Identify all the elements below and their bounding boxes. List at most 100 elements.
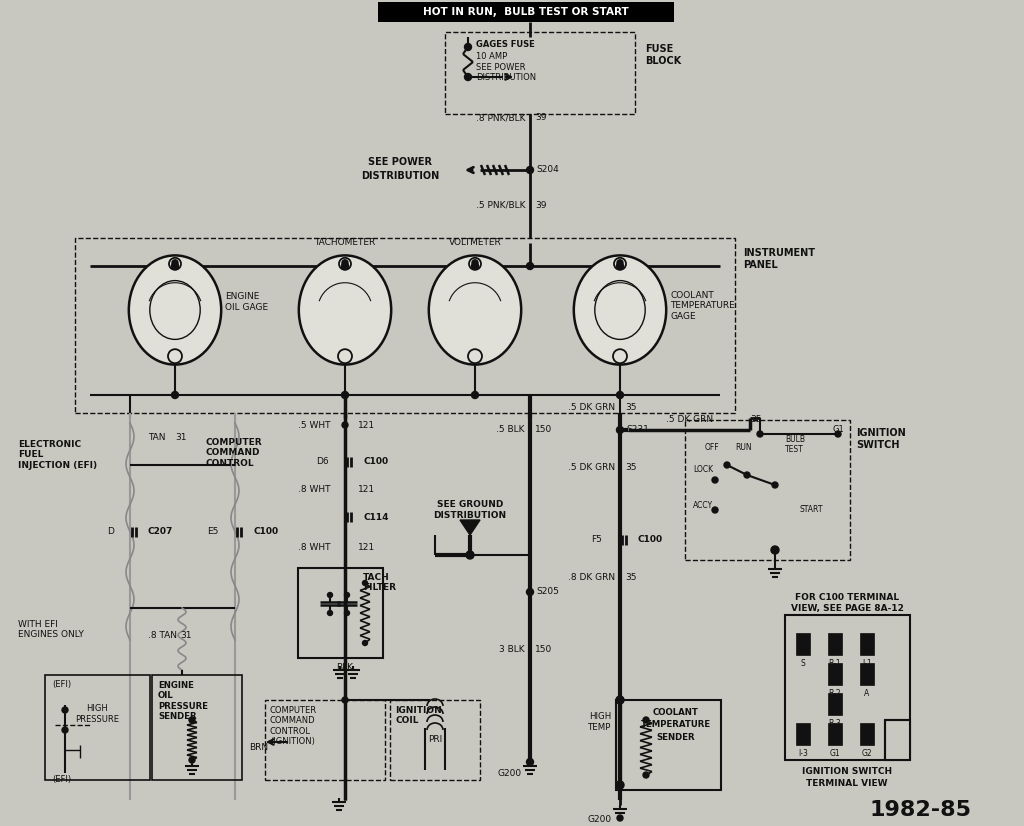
Text: TEMPERATURE: TEMPERATURE: [641, 720, 711, 729]
Circle shape: [712, 477, 718, 483]
Text: D: D: [108, 528, 114, 537]
Text: 10 AMP: 10 AMP: [476, 52, 507, 61]
Text: 31: 31: [175, 434, 186, 443]
Bar: [860, 663, 874, 685]
Text: SEE POWER: SEE POWER: [368, 157, 432, 167]
Text: ACCY: ACCY: [693, 501, 713, 510]
Text: TEST: TEST: [785, 445, 804, 454]
Text: ENGINE
OIL
PRESSURE
SENDER: ENGINE OIL PRESSURE SENDER: [158, 681, 208, 721]
Circle shape: [339, 258, 351, 270]
Circle shape: [772, 482, 778, 488]
Circle shape: [744, 472, 750, 478]
Text: SEE POWER: SEE POWER: [476, 63, 525, 72]
Text: C207: C207: [148, 528, 173, 537]
Circle shape: [616, 781, 624, 789]
Text: SENDER: SENDER: [656, 733, 695, 742]
Ellipse shape: [429, 255, 521, 364]
Circle shape: [526, 758, 534, 766]
Bar: [390, 700, 480, 780]
Bar: [75, 238, 735, 413]
Circle shape: [362, 581, 368, 586]
Ellipse shape: [150, 281, 201, 339]
Bar: [378, 2, 674, 22]
Text: D6: D6: [316, 458, 329, 467]
Text: INSTRUMENT: INSTRUMENT: [743, 248, 815, 258]
Bar: [152, 675, 242, 780]
Bar: [860, 723, 874, 745]
Text: .5 PNK/BLK: .5 PNK/BLK: [475, 201, 525, 210]
Text: 39: 39: [535, 113, 547, 122]
Circle shape: [341, 263, 348, 269]
Text: S: S: [801, 658, 805, 667]
Circle shape: [168, 349, 182, 363]
Text: IGNITION: IGNITION: [856, 428, 906, 438]
Polygon shape: [460, 520, 480, 535]
Text: 35: 35: [625, 573, 637, 582]
Text: HIGH
PRESSURE: HIGH PRESSURE: [75, 705, 119, 724]
Circle shape: [328, 592, 333, 597]
Text: FUSE: FUSE: [645, 44, 673, 54]
Text: COMPUTER
COMMAND
CONTROL: COMPUTER COMMAND CONTROL: [205, 438, 261, 468]
Circle shape: [471, 263, 478, 269]
Circle shape: [757, 431, 763, 437]
Text: FOR C100 TERMINAL: FOR C100 TERMINAL: [795, 592, 899, 601]
Text: VOLTMETER: VOLTMETER: [449, 238, 502, 247]
Circle shape: [171, 392, 178, 398]
Text: IGNITION SWITCH: IGNITION SWITCH: [802, 767, 892, 776]
Text: TAN: TAN: [148, 434, 166, 443]
Bar: [828, 723, 842, 745]
Text: B-1: B-1: [828, 658, 842, 667]
Bar: [796, 633, 810, 655]
Text: E5: E5: [208, 528, 219, 537]
Circle shape: [465, 74, 471, 80]
Circle shape: [724, 462, 730, 468]
Text: TACHOMETER: TACHOMETER: [314, 238, 376, 247]
Text: I-3: I-3: [798, 748, 808, 757]
Text: .8 DK GRN: .8 DK GRN: [568, 573, 615, 582]
Text: S231: S231: [626, 425, 649, 434]
Circle shape: [62, 727, 68, 733]
Bar: [860, 633, 874, 655]
Text: HIGH
TEMP: HIGH TEMP: [588, 712, 611, 732]
Circle shape: [172, 260, 178, 266]
Circle shape: [362, 640, 368, 645]
Text: G2: G2: [861, 748, 872, 757]
Text: COOLANT
TEMPERATURE
GAGE: COOLANT TEMPERATURE GAGE: [671, 291, 735, 320]
Circle shape: [616, 426, 624, 434]
Text: ENGINE
OIL GAGE: ENGINE OIL GAGE: [225, 292, 268, 311]
Bar: [828, 693, 842, 715]
Text: C114: C114: [362, 512, 388, 521]
Text: 3 BLK: 3 BLK: [500, 645, 525, 654]
Text: LOCK: LOCK: [693, 466, 713, 474]
Text: SEE GROUND
DISTRIBUTION: SEE GROUND DISTRIBUTION: [433, 501, 507, 520]
Bar: [616, 700, 721, 790]
Circle shape: [468, 349, 482, 363]
Circle shape: [328, 610, 333, 615]
Text: 121: 121: [358, 544, 375, 553]
Text: TACH
FILTER: TACH FILTER: [362, 573, 396, 592]
Text: PANEL: PANEL: [743, 260, 778, 270]
Circle shape: [62, 707, 68, 713]
Text: ELECTRONIC
FUEL
INJECTION (EFI): ELECTRONIC FUEL INJECTION (EFI): [18, 440, 97, 470]
Text: S205: S205: [536, 587, 559, 596]
Text: G1: G1: [829, 748, 841, 757]
Text: BULB: BULB: [785, 435, 805, 444]
Text: COMPUTER
COMMAND
CONTROL
(IGNITION): COMPUTER COMMAND CONTROL (IGNITION): [270, 706, 317, 746]
Circle shape: [526, 588, 534, 596]
Text: I-1: I-1: [862, 658, 871, 667]
Text: 35: 35: [625, 403, 637, 412]
Text: .5 BLK: .5 BLK: [497, 425, 525, 434]
Text: WITH EFI
ENGINES ONLY: WITH EFI ENGINES ONLY: [18, 620, 84, 639]
Circle shape: [171, 263, 178, 269]
Circle shape: [643, 772, 649, 778]
Text: 150: 150: [535, 645, 552, 654]
Text: PRI: PRI: [428, 735, 442, 744]
Circle shape: [835, 431, 841, 437]
Text: 1982-85: 1982-85: [870, 800, 972, 820]
Circle shape: [342, 697, 348, 703]
Text: 39: 39: [535, 201, 547, 210]
Circle shape: [342, 422, 348, 428]
Ellipse shape: [573, 255, 667, 364]
Text: C100: C100: [638, 535, 664, 544]
Text: .8 PNK/BLK: .8 PNK/BLK: [475, 113, 525, 122]
